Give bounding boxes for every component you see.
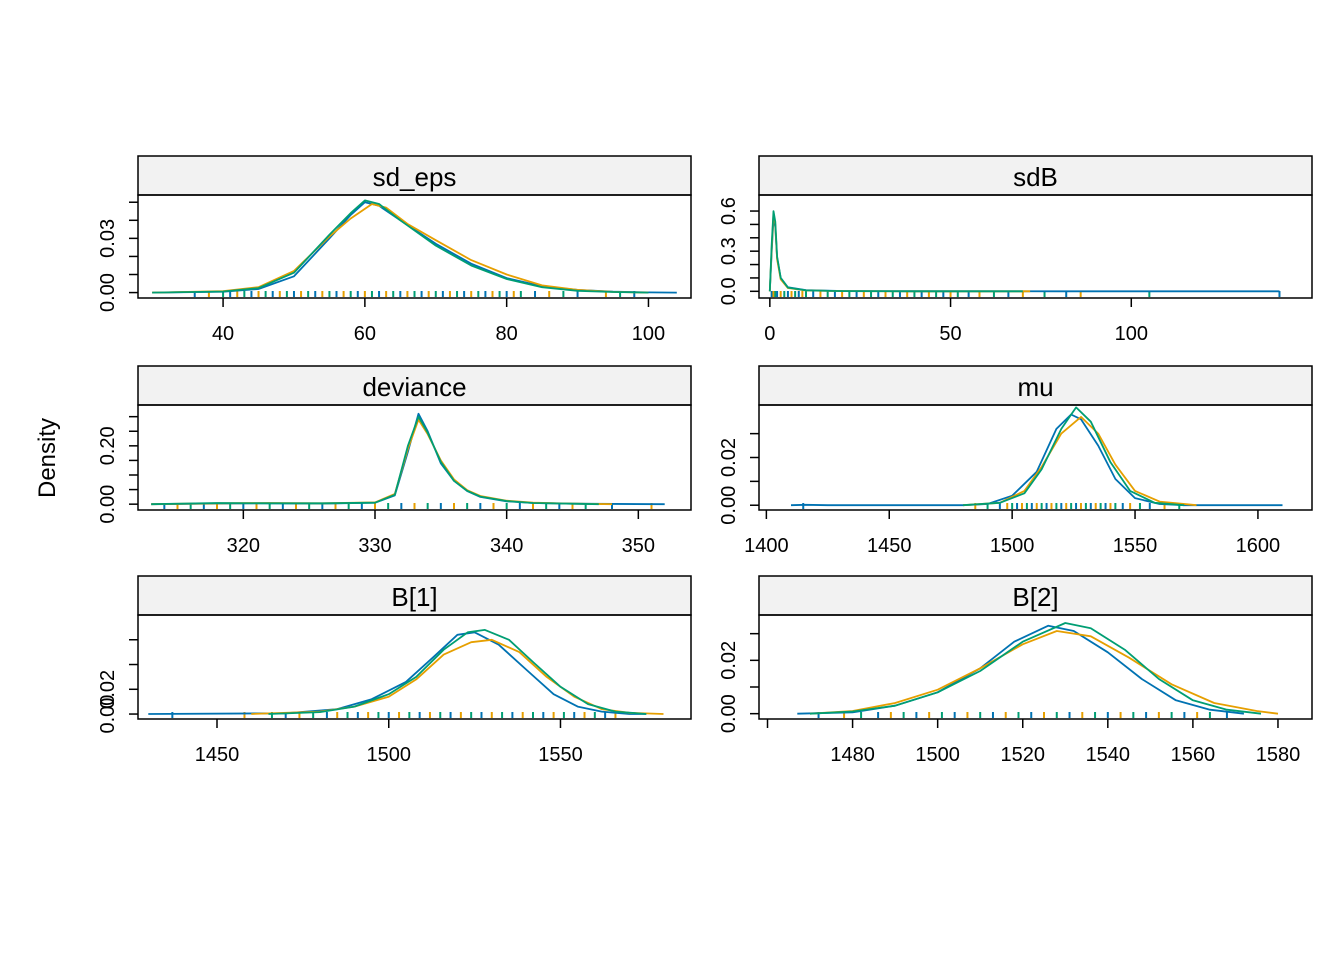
y-tick-label: 0.0 (718, 277, 740, 305)
density-line-chain-2 (809, 630, 1279, 715)
panel-2: deviance 320 330 340 350 0.00 0.20 (97, 365, 692, 557)
x-tick-label: 1480 (830, 744, 875, 766)
strip-background (758, 365, 1313, 406)
y-tick-label: 0.00 (718, 486, 740, 525)
y-tick-label: 0.00 (97, 273, 119, 312)
strip-title: sdB (1013, 162, 1058, 192)
y-tick-label: 0.6 (718, 197, 740, 225)
panel-3: mu 1400 1450 1500 1550 1600 0.00 0.02 (718, 365, 1313, 557)
density-line-chain-3 (268, 629, 647, 715)
plot-area (152, 199, 677, 297)
density-line-chain-1 (151, 412, 665, 506)
density-line-chain-1 (790, 413, 1283, 507)
x-tick-label: 1500 (990, 535, 1035, 557)
x-tick-label: 1500 (915, 744, 960, 766)
panels-group: sd_eps 40 60 80 100 0.00 0.03 sdB 0 50 100 0.0 0.3 0.… (97, 155, 1313, 766)
plot-area (768, 210, 1281, 297)
panel-1: sdB 0 50 100 0.0 0.3 0.6 (718, 155, 1313, 345)
x-tick-label: 80 (496, 323, 518, 345)
density-line-chain-3 (152, 199, 649, 294)
density-line-chain-3 (768, 210, 1023, 293)
panel-4: B[1] 1450 1500 1550 0.000.02 (97, 575, 692, 766)
x-tick-label: 40 (212, 323, 234, 345)
y-axis-label: Density (34, 418, 61, 498)
plot-area (151, 412, 665, 509)
plot-frame (137, 404, 692, 511)
plot-area (797, 622, 1279, 718)
strip-background (137, 365, 692, 406)
x-tick-label: 340 (490, 535, 523, 557)
x-tick-label: 1550 (1113, 535, 1158, 557)
density-line-chain-3 (151, 415, 599, 506)
y-tick-label: 0.00 (97, 485, 119, 524)
strip-background (137, 575, 692, 616)
plot-frame (758, 404, 1313, 511)
density-line-chain-2 (768, 212, 1031, 293)
plot-area (790, 406, 1283, 509)
panel-5: B[2] 1480 1500 1520 1540 1560 1580 0.00 0.02 (718, 575, 1313, 766)
x-tick-label: 320 (227, 535, 260, 557)
strip-background (758, 155, 1313, 196)
plot-frame (758, 194, 1313, 299)
density-line-chain-1 (768, 216, 1280, 293)
x-tick-label: 1520 (1000, 744, 1045, 766)
density-line-chain-2 (152, 203, 649, 294)
strip-title: B[2] (1012, 582, 1058, 612)
y-tick-label: 0.00 (718, 694, 740, 733)
x-tick-label: 100 (632, 323, 665, 345)
density-line-chain-1 (148, 631, 647, 715)
x-tick-label: 1600 (1236, 535, 1281, 557)
y-tick-label: 0.20 (97, 426, 119, 465)
strip-title: B[1] (391, 582, 437, 612)
plot-frame (137, 194, 692, 299)
x-tick-label: 1450 (867, 535, 912, 557)
x-tick-label: 1500 (366, 744, 411, 766)
x-tick-label: 1540 (1086, 744, 1131, 766)
x-tick-label: 350 (622, 535, 655, 557)
strip-title: mu (1017, 372, 1053, 402)
strip-title: sd_eps (373, 162, 457, 192)
x-tick-label: 1560 (1171, 744, 1216, 766)
density-line-chain-1 (152, 201, 677, 294)
y-tick-label: 0.3 (718, 237, 740, 265)
density-line-chain-2 (151, 418, 613, 506)
x-tick-label: 1400 (744, 535, 789, 557)
x-tick-label: 330 (358, 535, 391, 557)
y-tick-label: 0.03 (97, 219, 119, 258)
strip-background (137, 155, 692, 196)
x-tick-label: 1550 (538, 744, 583, 766)
x-tick-label: 50 (939, 323, 961, 345)
x-tick-label: 1580 (1256, 744, 1301, 766)
x-tick-label: 0 (764, 323, 775, 345)
density-line-chain-1 (797, 624, 1245, 715)
panel-0: sd_eps 40 60 80 100 0.00 0.03 (97, 155, 692, 345)
x-tick-label: 1450 (195, 744, 240, 766)
plot-frame (137, 614, 692, 720)
plot-frame (758, 614, 1313, 720)
x-tick-label: 100 (1115, 323, 1148, 345)
density-line-chain-3 (809, 622, 1262, 715)
x-tick-label: 60 (354, 323, 376, 345)
y-tick-label: 0.00 (97, 695, 119, 734)
density-line-chain-2 (962, 416, 1197, 507)
density-line-chain-3 (962, 406, 1185, 507)
y-tick-label: 0.02 (718, 438, 740, 477)
density-line-chain-2 (251, 638, 664, 715)
y-tick-label: 0.02 (97, 670, 119, 709)
plot-area (148, 629, 664, 718)
strip-title: deviance (362, 372, 466, 402)
y-tick-label: 0.02 (718, 641, 740, 680)
